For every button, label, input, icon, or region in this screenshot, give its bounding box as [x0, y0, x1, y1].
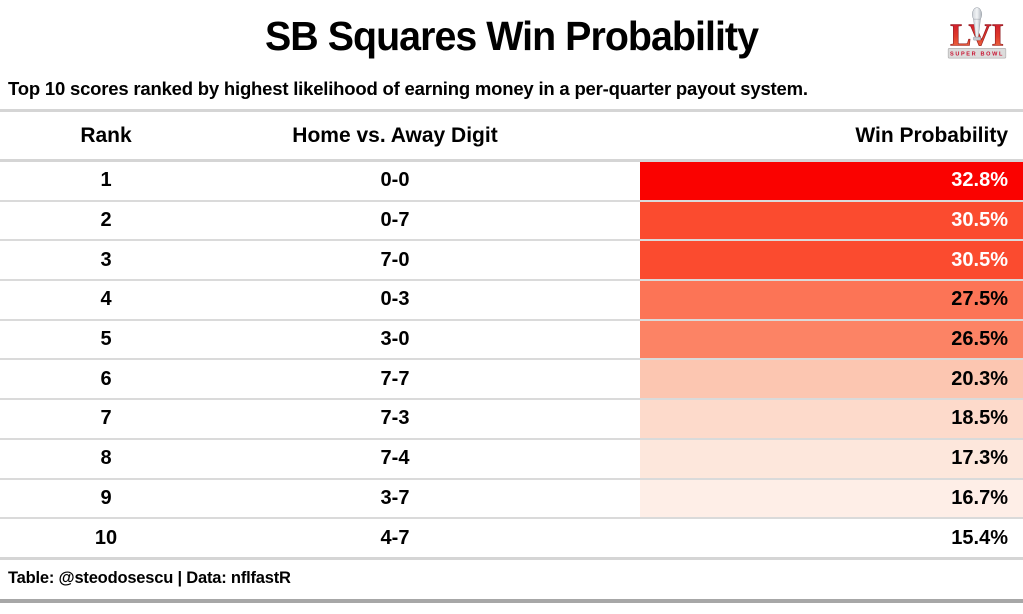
table-row: 4 0-3 27.5%: [0, 279, 1023, 319]
table-row: 9 3-7 16.7%: [0, 477, 1023, 518]
super-bowl-lvi-logo-icon: LVI SUPER BOWL: [947, 7, 1007, 59]
rank-cell: 3: [100, 248, 112, 271]
lombardi-trophy-icon: [972, 7, 982, 41]
rank-cell: 9: [100, 486, 112, 509]
rank-cell: 10: [94, 526, 118, 549]
digit-cell: 7-4: [380, 447, 410, 470]
credit-line: Table: @steodosescu | Data: nflfastR: [0, 560, 1023, 603]
digit-cell: 3-7: [380, 486, 410, 509]
digit-cell: 0-0: [380, 169, 410, 192]
digit-cell: 7-7: [380, 367, 410, 390]
rank-cell: 1: [100, 169, 112, 192]
digit-cell: 7-0: [380, 248, 410, 271]
table-row: 8 7-4 17.3%: [0, 437, 1023, 478]
win-probability-cell: 20.3%: [640, 360, 1023, 399]
win-probability-cell: 32.8%: [640, 162, 1023, 200]
table-body: 1 0-0 32.8% 2 0-7 30.5% 3 7-0 30.5% 4 0-…: [0, 162, 1023, 560]
win-probability-cell: 30.5%: [640, 241, 1023, 280]
digit-cell: 4-7: [380, 526, 410, 549]
title-row: SB Squares Win Probability LVI: [0, 0, 1023, 72]
rank-cell: 2: [100, 209, 112, 232]
digit-cell: 3-0: [380, 328, 410, 351]
column-header-rank: Rank: [80, 123, 132, 147]
rank-cell: 4: [100, 288, 112, 311]
column-header-win-probability: Win Probability: [855, 123, 1008, 147]
table-header-row: Rank Home vs. Away Digit Win Probability: [0, 112, 1023, 162]
rank-cell: 7: [100, 407, 112, 430]
win-probability-cell: 30.5%: [640, 201, 1023, 240]
digit-cell: 7-3: [380, 407, 410, 430]
digit-cell: 0-3: [380, 288, 410, 311]
table-row: 3 7-0 30.5%: [0, 239, 1023, 280]
rank-cell: 6: [100, 367, 112, 390]
table-row: 6 7-7 20.3%: [0, 358, 1023, 399]
table-row: 2 0-7 30.5%: [0, 199, 1023, 240]
squares-table: Rank Home vs. Away Digit Win Probability…: [0, 109, 1023, 560]
win-probability-cell: 15.4%: [640, 519, 1023, 557]
table-row: 7 7-3 18.5%: [0, 398, 1023, 438]
column-header-digit: Home vs. Away Digit: [292, 123, 498, 147]
table-row: 5 3-0 26.5%: [0, 318, 1023, 359]
table-row: 10 4-7 15.4%: [0, 517, 1023, 557]
win-probability-cell: 26.5%: [640, 320, 1023, 359]
rank-cell: 5: [100, 328, 112, 351]
table-row: 1 0-0 32.8%: [0, 162, 1023, 200]
digit-cell: 0-7: [380, 209, 410, 232]
rank-cell: 8: [100, 447, 112, 470]
table-subtitle: Top 10 scores ranked by highest likeliho…: [8, 78, 808, 99]
svg-text:SUPER BOWL: SUPER BOWL: [950, 52, 1004, 58]
win-probability-cell: 27.5%: [640, 281, 1023, 319]
page-title: SB Squares Win Probability: [264, 13, 759, 59]
win-probability-cell: 17.3%: [640, 439, 1023, 478]
win-probability-cell: 18.5%: [640, 400, 1023, 438]
win-probability-cell: 16.7%: [640, 479, 1023, 518]
